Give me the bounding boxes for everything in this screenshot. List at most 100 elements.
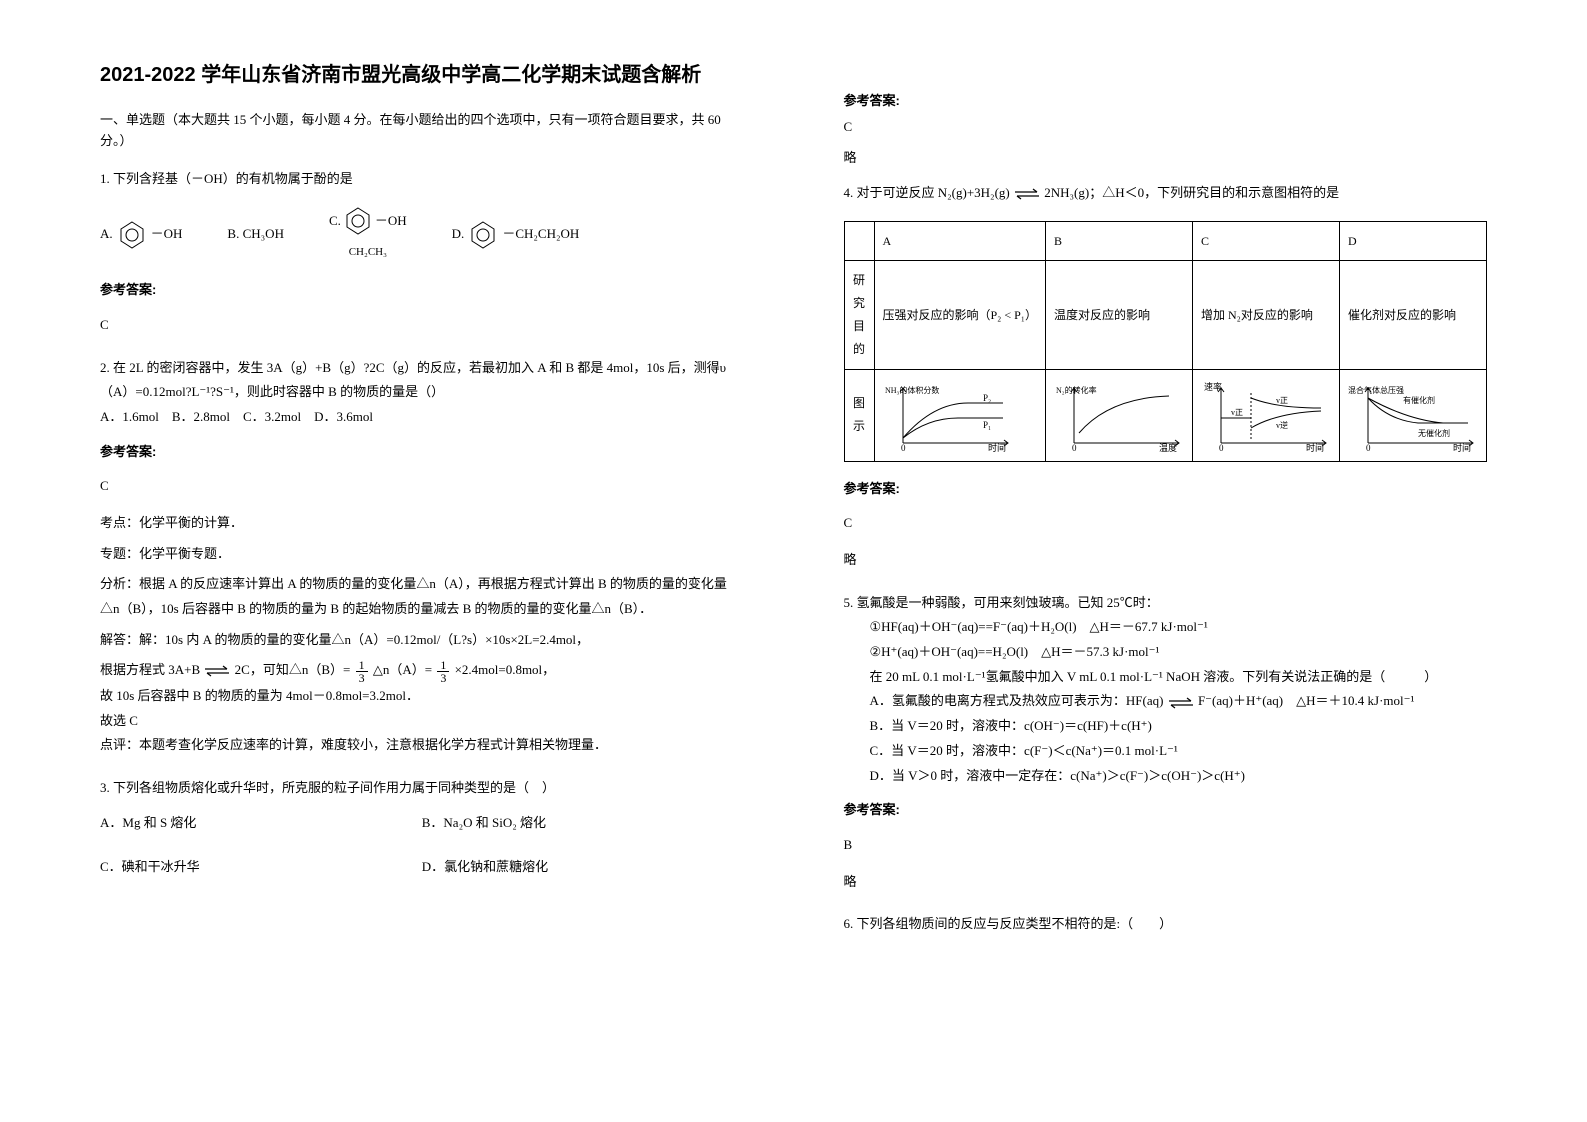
q1-answer: C	[100, 313, 744, 338]
graph-b: N₂的转化率 温度 0	[1045, 369, 1192, 461]
answer-label: 参考答案:	[844, 90, 1488, 109]
q5-text: 5. 氢氟酸是一种弱酸，可用来刻蚀玻璃。已知 25℃时：	[844, 591, 1488, 616]
q2-jieda-p2: 根据方程式 3A+B 2C，可知△n（B）= 13 △n（A）= 13 ×2.4…	[100, 658, 744, 684]
graph-a: NH₃的体积分数 时间 0 P₂ P₁	[874, 369, 1045, 461]
svg-text:0: 0	[1072, 443, 1077, 453]
q1-opt-c: C. －OH CH₂CH₃	[329, 206, 407, 263]
svg-text:有催化剂: 有催化剂	[1403, 395, 1435, 405]
q2-fenxi: 分析：根据 A 的反应速率计算出 A 的物质的量的变化量△n（A），再根据方程式…	[100, 572, 744, 621]
table-row: A B C D	[844, 221, 1487, 261]
q6-text: 6. 下列各组物质间的反应与反应类型不相符的是:（ ）	[844, 912, 1488, 937]
svg-text:v正: v正	[1276, 396, 1288, 405]
q2-options: A．1.6mol B．2.8mol C．3.2mol D．3.6mol	[100, 405, 744, 430]
q3-answer: C	[844, 119, 1488, 135]
q3-opt-c: C．碘和干冰升华	[100, 855, 422, 880]
fraction: 13	[356, 659, 368, 684]
q2-text: 2. 在 2L 的密闭容器中，发生 3A（g）+B（g）?2C（g）的反应，若最…	[100, 356, 744, 405]
svg-text:时间: 时间	[1453, 442, 1471, 453]
benzene-icon	[470, 220, 496, 250]
svg-text:0: 0	[901, 443, 906, 453]
graph-d: 混合气体总压强 时间 0 有催化剂 无催化剂	[1339, 369, 1486, 461]
benzene-icon	[119, 220, 145, 250]
q5-lue: 略	[844, 870, 1488, 895]
q2-jieda: 解答：解：10s 内 A 的物质的量的变化量△n（A）=0.12mol/（L?s…	[100, 628, 744, 653]
research-table: A B C D 研究目的 压强对反应的影响（P₂ < P₁） 温度对反应的影响 …	[844, 221, 1488, 462]
left-column: 2021-2022 学年山东省济南市盟光高级中学高二化学期末试题含解析 一、单选…	[0, 0, 794, 1122]
svg-text:温度: 温度	[1159, 442, 1177, 453]
svg-text:速率: 速率	[1204, 381, 1222, 392]
cell-d1: 催化剂对反应的影响	[1339, 261, 1486, 369]
q5-eq2: ②H⁺(aq)＋OH⁻(aq)==H₂O(l) △H＝－57.3 kJ·mol⁻…	[844, 640, 1488, 665]
col-header-b: B	[1045, 221, 1192, 261]
cell-b1: 温度对反应的影响	[1045, 261, 1192, 369]
q2-jieda-p3: 故 10s 后容器中 B 的物质的量为 4mol－0.8mol=3.2mol．	[100, 684, 744, 709]
row-header-graph: 图示	[844, 369, 874, 461]
q2-dianping: 点评：本题考查化学反应速率的计算，难度较小，注意根据化学方程式计算相关物理量．	[100, 733, 744, 758]
answer-label: 参考答案:	[844, 798, 1488, 823]
q3-opt-b: B．Na₂O 和 SiO₂ 熔化	[422, 811, 744, 836]
q5-eq1: ①HF(aq)＋OH⁻(aq)==F⁻(aq)＋H₂O(l) △H＝－67.7 …	[844, 615, 1488, 640]
row-header-purpose: 研究目的	[844, 261, 874, 369]
answer-label: 参考答案:	[844, 477, 1488, 502]
q3-opt-d: D．氯化钠和蔗糖熔化	[422, 855, 744, 880]
cell-c1: 增加 N₂对反应的影响	[1192, 261, 1339, 369]
svg-text:无催化剂: 无催化剂	[1418, 428, 1450, 438]
equilibrium-arrow-icon	[1167, 697, 1195, 709]
q3-lue: 略	[844, 147, 1488, 166]
svg-text:P₂: P₂	[983, 393, 991, 403]
q5-answer: B	[844, 833, 1488, 858]
question-1: 1. 下列含羟基（－OH）的有机物属于酚的是 A. －OH B. CH₃OH C…	[100, 167, 744, 338]
q4-text: 4. 对于可逆反应 N₂(g)+3H₂(g) 2NH₃(g)；△H＜0，下列研究…	[844, 181, 1488, 206]
table-row: 研究目的 压强对反应的影响（P₂ < P₁） 温度对反应的影响 增加 N₂对反应…	[844, 261, 1487, 369]
question-2: 2. 在 2L 的密闭容器中，发生 3A（g）+B（g）?2C（g）的反应，若最…	[100, 356, 744, 758]
col-header-d: D	[1339, 221, 1486, 261]
svg-text:时间: 时间	[1306, 442, 1324, 453]
svg-text:N₂的转化率: N₂的转化率	[1056, 385, 1097, 395]
q3-options: A．Mg 和 S 熔化 B．Na₂O 和 SiO₂ 熔化 C．碘和干冰升华 D．…	[100, 811, 744, 880]
q2-jieda-p4: 故选 C	[100, 709, 744, 734]
svg-text:NH₃的体积分数: NH₃的体积分数	[885, 385, 939, 395]
q5-cond: 在 20 mL 0.1 mol·L⁻¹氢氟酸中加入 V mL 0.1 mol·L…	[844, 665, 1488, 690]
section-header: 一、单选题（本大题共 15 个小题，每小题 4 分。在每小题给出的四个选项中，只…	[100, 110, 744, 152]
svg-text:0: 0	[1366, 443, 1371, 453]
graph-c: 速率 时间 0 v正 v正 v逆	[1192, 369, 1339, 461]
table-row: 图示 NH₃的体积分数 时间 0 P₂ P₁	[844, 369, 1487, 461]
exam-title: 2021-2022 学年山东省济南市盟光高级中学高二化学期末试题含解析	[100, 60, 744, 90]
q4-answer: C	[844, 511, 1488, 536]
svg-text:0: 0	[1219, 443, 1224, 453]
answer-label: 参考答案:	[100, 440, 744, 465]
svg-text:P₁: P₁	[983, 420, 991, 430]
svg-text:v逆: v逆	[1276, 420, 1288, 430]
equilibrium-arrow-icon	[203, 665, 231, 677]
answer-label: 参考答案:	[100, 278, 744, 303]
cell-a1: 压强对反应的影响（P₂ < P₁）	[874, 261, 1045, 369]
q1-opt-b: B. CH₃OH	[227, 222, 284, 247]
svg-text:v正: v正	[1231, 408, 1243, 417]
q1-options: A. －OH B. CH₃OH C. －OH CH₂CH₃ D. －CH₂CH₂…	[100, 206, 744, 263]
svg-text:时间: 时间	[988, 442, 1006, 453]
benzene-icon	[345, 206, 371, 236]
q5-opt-d: D．当 V＞0 时，溶液中一定存在：c(Na⁺)＞c(F⁻)＞c(OH⁻)＞c(…	[844, 764, 1488, 789]
q2-zhuanti: 专题：化学平衡专题．	[100, 542, 744, 567]
col-header-c: C	[1192, 221, 1339, 261]
q4-lue: 略	[844, 548, 1488, 573]
fraction: 13	[437, 659, 449, 684]
equilibrium-arrow-icon	[1013, 188, 1041, 200]
q5-opt-a: A．氢氟酸的电离方程式及热效应可表示为：HF(aq) F⁻(aq)＋H⁺(aq)…	[844, 689, 1488, 714]
q2-kaodian: 考点：化学平衡的计算．	[100, 511, 744, 536]
question-5: 5. 氢氟酸是一种弱酸，可用来刻蚀玻璃。已知 25℃时： ①HF(aq)＋OH⁻…	[844, 591, 1488, 895]
q3-text: 3. 下列各组物质熔化或升华时，所克服的粒子间作用力属于同种类型的是（ ）	[100, 776, 744, 801]
q1-opt-d: D. －CH₂CH₂OH	[452, 220, 580, 250]
question-4: 4. 对于可逆反应 N₂(g)+3H₂(g) 2NH₃(g)；△H＜0，下列研究…	[844, 181, 1488, 573]
q5-opt-c: C．当 V＝20 时，溶液中：c(F⁻)＜c(Na⁺)＝0.1 mol·L⁻¹	[844, 739, 1488, 764]
q3-opt-a: A．Mg 和 S 熔化	[100, 811, 422, 836]
question-6: 6. 下列各组物质间的反应与反应类型不相符的是:（ ）	[844, 912, 1488, 937]
q5-opt-b: B．当 V＝20 时，溶液中：c(OH⁻)＝c(HF)＋c(H⁺)	[844, 714, 1488, 739]
col-header-a: A	[874, 221, 1045, 261]
q1-opt-a: A. －OH	[100, 220, 182, 250]
q1-text: 1. 下列含羟基（－OH）的有机物属于酚的是	[100, 167, 744, 192]
right-column: 参考答案: C 略 4. 对于可逆反应 N₂(g)+3H₂(g) 2NH₃(g)…	[794, 0, 1587, 1122]
q2-answer: C	[100, 474, 744, 499]
question-3: 3. 下列各组物质熔化或升华时，所克服的粒子间作用力属于同种类型的是（ ） A．…	[100, 776, 744, 880]
svg-text:混合气体总压强: 混合气体总压强	[1348, 385, 1404, 395]
